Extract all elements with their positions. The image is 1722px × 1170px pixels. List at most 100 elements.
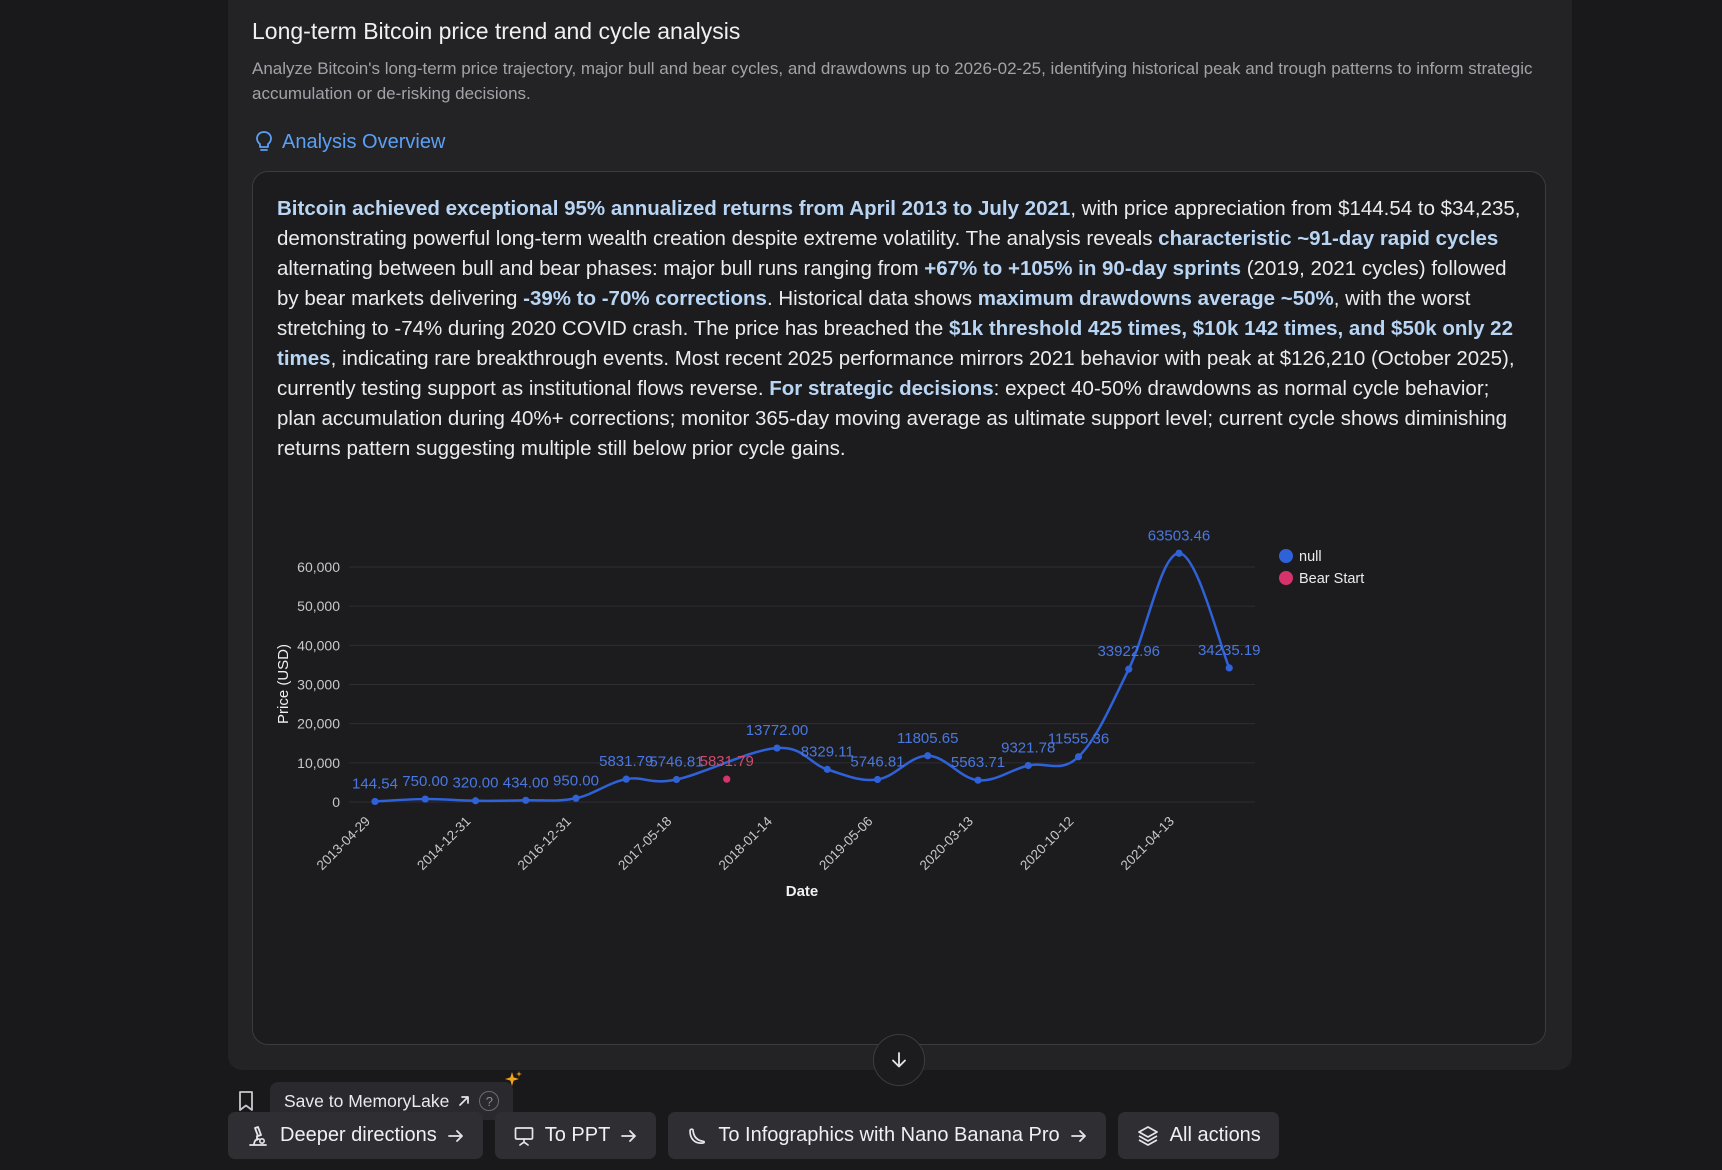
data-point <box>823 765 831 773</box>
x-tick-label: 2014-12-31 <box>414 814 473 873</box>
summary-text: . Historical data shows <box>766 287 978 310</box>
analysis-overview-header[interactable]: Analysis Overview <box>254 130 445 154</box>
data-label: 320.00 <box>453 775 499 792</box>
deeper-directions-label: Deeper directions <box>280 1124 437 1146</box>
data-label: 11805.65 <box>897 730 958 747</box>
data-label: 11555.36 <box>1048 731 1109 748</box>
data-point <box>371 797 379 806</box>
data-label: 5746.81 <box>850 753 904 770</box>
data-label: 5831.79 <box>599 753 653 770</box>
to-infographics-button[interactable]: To Infographics with Nano Banana Pro <box>668 1112 1106 1159</box>
legend-marker <box>1279 571 1293 585</box>
bear-start-label: 5831.79 <box>700 753 754 770</box>
price-chart-svg: Bitcoin Long-Term Price Trajectory and M… <box>275 477 1364 900</box>
data-point <box>1074 753 1083 761</box>
y-tick-label: 40,000 <box>297 637 340 653</box>
data-point <box>672 775 681 784</box>
summary-text: : expect 40-50% drawdowns as normal cycl… <box>277 377 1508 460</box>
save-label: Save to MemoryLake <box>284 1090 450 1111</box>
y-axis-label: Price (USD) <box>275 644 292 724</box>
deeper-directions-button[interactable]: Deeper directions <box>228 1112 483 1159</box>
data-label: 13772.00 <box>746 722 809 739</box>
data-point <box>471 797 480 805</box>
data-point <box>873 775 882 784</box>
x-tick-label: 2019-05-06 <box>816 814 875 873</box>
data-point <box>1225 664 1233 672</box>
data-point <box>974 776 982 784</box>
summary-highlight: For strategic decisions <box>769 377 994 400</box>
all-actions-label: All actions <box>1169 1124 1261 1146</box>
banana-icon <box>689 1127 706 1144</box>
data-point <box>421 795 429 803</box>
data-point <box>572 794 580 802</box>
summary-highlight: Bitcoin achieved exceptional 95% annuali… <box>277 197 1071 220</box>
arrow-right-icon <box>621 1129 637 1142</box>
summary-highlight: maximum drawdowns average ~50% <box>977 287 1334 310</box>
analysis-overview-label: Analysis Overview <box>282 130 446 153</box>
data-label: 5563.71 <box>951 754 1005 771</box>
data-point <box>924 752 932 760</box>
data-label: 33922.96 <box>1097 643 1160 660</box>
arrow-down-icon <box>892 1052 906 1068</box>
overview-card <box>252 171 1546 1045</box>
legend-marker <box>1279 549 1293 563</box>
bear-start-point <box>723 775 731 783</box>
data-point <box>773 744 781 752</box>
x-tick-label: 2013-04-29 <box>314 814 373 873</box>
summary-text: , indicating rare breakthrough events. M… <box>277 347 1515 400</box>
summary-highlight: $1k threshold 425 times, $10k 142 times,… <box>277 317 1513 370</box>
data-label: 950.00 <box>553 772 599 789</box>
all-actions-button[interactable]: All actions <box>1117 1112 1279 1159</box>
data-point <box>522 796 530 804</box>
x-tick-label: 2020-10-12 <box>1017 814 1076 873</box>
sparkle-icon <box>505 1071 523 1086</box>
x-tick-label: 2018-01-14 <box>716 813 776 873</box>
lightbulb-icon <box>256 131 272 151</box>
data-label: 63503.46 <box>1148 527 1211 544</box>
y-tick-label: 10,000 <box>297 755 340 771</box>
legend-label: Bear Start <box>1299 571 1364 587</box>
to-ppt-label: To PPT <box>544 1124 611 1146</box>
layers-icon <box>1137 1125 1158 1146</box>
data-point <box>1175 549 1183 557</box>
help-icon[interactable]: ? <box>479 1091 500 1111</box>
x-tick-label: 2016-12-31 <box>515 814 574 873</box>
data-point <box>622 775 630 783</box>
data-label: 434.00 <box>503 774 549 791</box>
summary-highlight: -39% to -70% corrections <box>523 287 767 310</box>
summary-highlight: characteristic ~91-day rapid cycles <box>1158 227 1499 250</box>
data-point <box>1024 761 1032 770</box>
x-tick-label: 2017-05-18 <box>615 814 674 873</box>
data-label: 750.00 <box>402 773 448 790</box>
summary-highlight: +67% to +105% in 90-day sprints <box>924 257 1242 280</box>
data-point <box>1125 665 1133 673</box>
arrow-right-icon <box>1070 1129 1086 1142</box>
to-infographics-label: To Infographics with Nano Banana Pro <box>718 1124 1060 1146</box>
x-tick-label: 2020-03-13 <box>917 814 976 873</box>
data-label: 34235.19 <box>1198 642 1261 659</box>
data-label: 5746.81 <box>649 753 703 770</box>
y-tick-label: 0 <box>332 794 340 810</box>
data-label: 8329.11 <box>801 743 854 760</box>
action-bar: Deeper directions To PPT To Infographics… <box>228 1112 1279 1159</box>
scroll-down-button[interactable] <box>873 1034 925 1086</box>
data-label: 9321.78 <box>1001 739 1055 756</box>
to-ppt-button[interactable]: To PPT <box>494 1112 657 1159</box>
summary-text: (2019, 2021 cycles) followed by bear mar… <box>277 257 1507 310</box>
x-axis-label: Date <box>786 883 819 900</box>
microscope-icon <box>249 1125 267 1146</box>
price-chart: Bitcoin Long-Term Price Trajectory and M… <box>252 477 1546 1010</box>
y-tick-label: 50,000 <box>297 598 340 614</box>
bookmark-icon[interactable] <box>236 1090 256 1112</box>
summary-text: , with the worst stretching to -74% duri… <box>277 287 1471 340</box>
data-label: 144.54 <box>352 775 398 792</box>
y-tick-label: 30,000 <box>297 677 340 693</box>
series-line <box>374 552 1231 803</box>
y-tick-label: 60,000 <box>297 559 340 575</box>
legend-label: null <box>1299 549 1322 565</box>
external-arrow-icon <box>459 1096 470 1106</box>
presentation-icon <box>514 1126 534 1146</box>
y-tick-label: 20,000 <box>297 716 340 732</box>
arrow-right-icon <box>447 1129 463 1142</box>
x-tick-label: 2021-04-13 <box>1118 814 1177 873</box>
